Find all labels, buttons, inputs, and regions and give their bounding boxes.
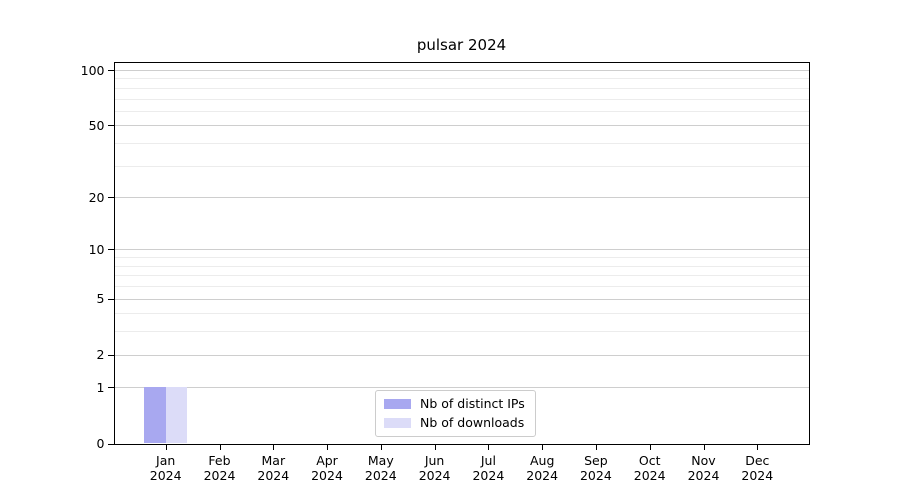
y-major-gridline-10 <box>113 249 810 251</box>
legend-label-0: Nb of distinct IPs <box>420 396 525 411</box>
x-tick-label-mar: Mar 2024 <box>257 452 290 484</box>
y-tick-mark-20 <box>108 197 114 199</box>
y-minor-gridline-90 <box>113 78 810 80</box>
y-major-gridline-20 <box>113 197 810 199</box>
y-minor-gridline-60 <box>113 110 810 112</box>
bar-nb-of-distinct-ips-jan <box>144 387 166 444</box>
y-minor-gridline-6 <box>113 286 810 287</box>
legend: Nb of distinct IPs Nb of downloads <box>375 390 536 437</box>
x-tick-label-jul: Jul 2024 <box>472 452 505 484</box>
chart-title: pulsar 2024 <box>416 36 507 54</box>
y-major-gridline-100 <box>113 70 810 71</box>
y-major-gridline-1 <box>113 387 810 389</box>
y-major-gridline-2 <box>113 354 810 356</box>
y-tick-label-5: 5 <box>96 291 105 306</box>
x-tick-label-sep: Sep 2024 <box>579 452 612 484</box>
y-major-gridline-5 <box>113 298 810 300</box>
x-tick-label-jan: Jan 2024 <box>149 452 182 484</box>
y-minor-gridline-9 <box>113 257 810 259</box>
y-minor-gridline-80 <box>113 87 810 89</box>
x-tick-mark-jun <box>434 444 436 450</box>
x-tick-label-aug: Aug 2024 <box>526 452 559 484</box>
x-tick-mark-aug <box>542 444 544 450</box>
y-minor-gridline-4 <box>113 313 810 315</box>
legend-item-1: Nb of downloads <box>384 415 525 431</box>
bar-nb-of-downloads-jan <box>165 387 188 444</box>
y-tick-mark-50 <box>108 125 114 127</box>
y-tick-label-50: 50 <box>88 117 105 133</box>
y-tick-mark-10 <box>108 249 114 251</box>
x-tick-label-jun: Jun 2024 <box>418 452 451 484</box>
y-tick-mark-100 <box>108 70 114 71</box>
y-tick-mark-5 <box>108 298 114 300</box>
y-tick-label-0: 0 <box>96 436 105 451</box>
y-minor-gridline-30 <box>113 165 810 167</box>
x-tick-label-feb: Feb 2024 <box>203 452 236 484</box>
x-tick-mark-jul <box>488 444 490 450</box>
y-tick-mark-0 <box>108 443 114 445</box>
y-major-gridline-50 <box>113 125 810 127</box>
y-tick-mark-2 <box>108 354 114 356</box>
x-tick-mark-apr <box>327 444 328 450</box>
legend-label-1: Nb of downloads <box>420 415 525 430</box>
y-minor-gridline-40 <box>113 143 810 144</box>
x-tick-label-nov: Nov 2024 <box>687 452 720 484</box>
x-tick-mark-sep <box>595 444 597 450</box>
y-tick-mark-1 <box>108 387 114 389</box>
x-tick-mark-mar <box>273 444 275 450</box>
y-tick-label-2: 2 <box>96 347 105 363</box>
y-minor-gridline-3 <box>113 331 810 333</box>
x-tick-label-oct: Oct 2024 <box>633 452 666 484</box>
y-minor-gridline-8 <box>113 265 810 267</box>
x-tick-mark-jan <box>165 444 167 450</box>
y-tick-label-1: 1 <box>96 379 105 395</box>
y-tick-label-20: 20 <box>88 189 105 205</box>
x-tick-mark-may <box>380 444 382 450</box>
y-tick-label-100: 100 <box>80 62 105 78</box>
x-tick-mark-dec <box>757 444 759 450</box>
x-tick-label-may: May 2024 <box>364 452 397 484</box>
x-tick-mark-nov <box>703 444 705 450</box>
y-tick-label-10: 10 <box>88 241 105 257</box>
x-tick-mark-feb <box>219 444 221 450</box>
y-minor-gridline-70 <box>113 98 810 100</box>
legend-swatch-1 <box>384 417 411 429</box>
x-tick-label-dec: Dec 2024 <box>741 452 774 484</box>
legend-item-0: Nb of distinct IPs <box>384 396 525 412</box>
legend-swatch-0 <box>384 398 411 410</box>
y-minor-gridline-7 <box>113 275 810 277</box>
x-tick-label-apr: Apr 2024 <box>311 452 343 484</box>
x-tick-mark-oct <box>649 444 651 450</box>
